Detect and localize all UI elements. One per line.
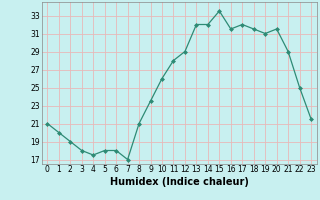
X-axis label: Humidex (Indice chaleur): Humidex (Indice chaleur): [110, 177, 249, 187]
